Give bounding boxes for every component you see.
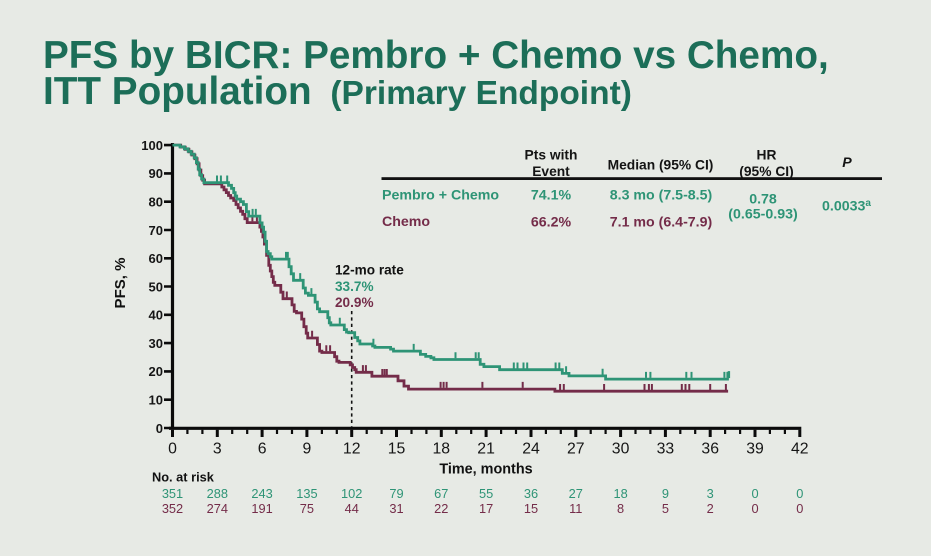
svg-text:17: 17 <box>479 501 493 516</box>
svg-text:27: 27 <box>569 486 583 501</box>
svg-text:0: 0 <box>156 421 163 436</box>
svg-text:2: 2 <box>707 501 714 516</box>
svg-text:Event: Event <box>532 164 570 179</box>
svg-text:11: 11 <box>569 501 582 516</box>
svg-text:39: 39 <box>746 440 764 457</box>
svg-text:100: 100 <box>141 138 163 153</box>
svg-text:55: 55 <box>479 486 493 501</box>
svg-text:135: 135 <box>296 486 317 501</box>
svg-text:Median (95% CI): Median (95% CI) <box>608 157 714 172</box>
svg-text:Time, months: Time, months <box>439 462 532 478</box>
svg-text:22: 22 <box>434 501 448 516</box>
svg-text:351: 351 <box>162 486 183 501</box>
svg-text:(0.65-0.93): (0.65-0.93) <box>728 206 798 222</box>
svg-text:288: 288 <box>207 486 228 501</box>
svg-text:44: 44 <box>345 501 359 516</box>
svg-text:191: 191 <box>251 501 272 516</box>
svg-text:274: 274 <box>207 501 228 516</box>
svg-text:8.3 mo (7.5-8.5): 8.3 mo (7.5-8.5) <box>610 188 713 204</box>
svg-text:30: 30 <box>612 440 630 457</box>
svg-text:9: 9 <box>662 486 669 501</box>
svg-text:66.2%: 66.2% <box>531 214 572 230</box>
svg-text:0: 0 <box>168 440 177 457</box>
svg-text:80: 80 <box>149 195 163 210</box>
svg-text:33.7%: 33.7% <box>335 279 374 294</box>
svg-text:36: 36 <box>701 440 719 457</box>
svg-text:90: 90 <box>149 166 163 181</box>
svg-text:30: 30 <box>149 336 163 351</box>
svg-text:6: 6 <box>258 440 267 457</box>
svg-text:40: 40 <box>149 308 163 323</box>
svg-text:36: 36 <box>524 486 538 501</box>
svg-text:5: 5 <box>662 501 669 516</box>
svg-text:70: 70 <box>149 223 163 238</box>
svg-text:18: 18 <box>433 440 451 457</box>
svg-text:0: 0 <box>796 486 803 501</box>
svg-text:20: 20 <box>149 364 163 379</box>
svg-text:50: 50 <box>149 279 163 294</box>
svg-text:27: 27 <box>567 440 585 457</box>
svg-text:PFS, %: PFS, % <box>112 258 129 309</box>
svg-text:31: 31 <box>389 501 403 516</box>
svg-text:3: 3 <box>707 486 714 501</box>
svg-text:33: 33 <box>657 440 675 457</box>
svg-text:HR: HR <box>757 148 777 163</box>
svg-text:67: 67 <box>434 486 448 501</box>
svg-text:42: 42 <box>791 440 809 457</box>
svg-text:3: 3 <box>213 440 222 457</box>
svg-text:P: P <box>842 155 852 171</box>
svg-text:Chemo: Chemo <box>382 214 430 230</box>
svg-text:102: 102 <box>341 486 362 501</box>
svg-text:0: 0 <box>796 501 803 516</box>
svg-text:18: 18 <box>613 486 627 501</box>
svg-text:0.0033a: 0.0033a <box>822 198 871 215</box>
svg-text:10: 10 <box>149 393 163 408</box>
svg-text:Pts with: Pts with <box>525 148 578 163</box>
svg-text:79: 79 <box>389 486 403 501</box>
svg-text:9: 9 <box>303 440 312 457</box>
svg-text:352: 352 <box>162 501 183 516</box>
svg-text:15: 15 <box>388 440 406 457</box>
svg-text:21: 21 <box>477 440 495 457</box>
svg-text:0.78: 0.78 <box>749 192 777 208</box>
svg-text:12-mo rate: 12-mo rate <box>335 263 404 278</box>
svg-text:20.9%: 20.9% <box>335 295 374 310</box>
svg-text:0: 0 <box>751 486 758 501</box>
svg-text:7.1 mo (6.4-7.9): 7.1 mo (6.4-7.9) <box>610 214 713 230</box>
svg-text:74.1%: 74.1% <box>531 188 572 204</box>
svg-text:75: 75 <box>300 501 314 516</box>
svg-text:12: 12 <box>343 440 361 457</box>
svg-text:No. at risk: No. at risk <box>152 470 215 485</box>
svg-text:15: 15 <box>524 501 538 516</box>
svg-text:0: 0 <box>751 501 758 516</box>
svg-text:60: 60 <box>149 251 163 266</box>
svg-text:243: 243 <box>251 486 272 501</box>
svg-text:8: 8 <box>617 501 624 516</box>
svg-text:24: 24 <box>522 440 540 457</box>
svg-text:(95% CI): (95% CI) <box>739 164 793 179</box>
svg-text:Pembro + Chemo: Pembro + Chemo <box>382 187 499 203</box>
